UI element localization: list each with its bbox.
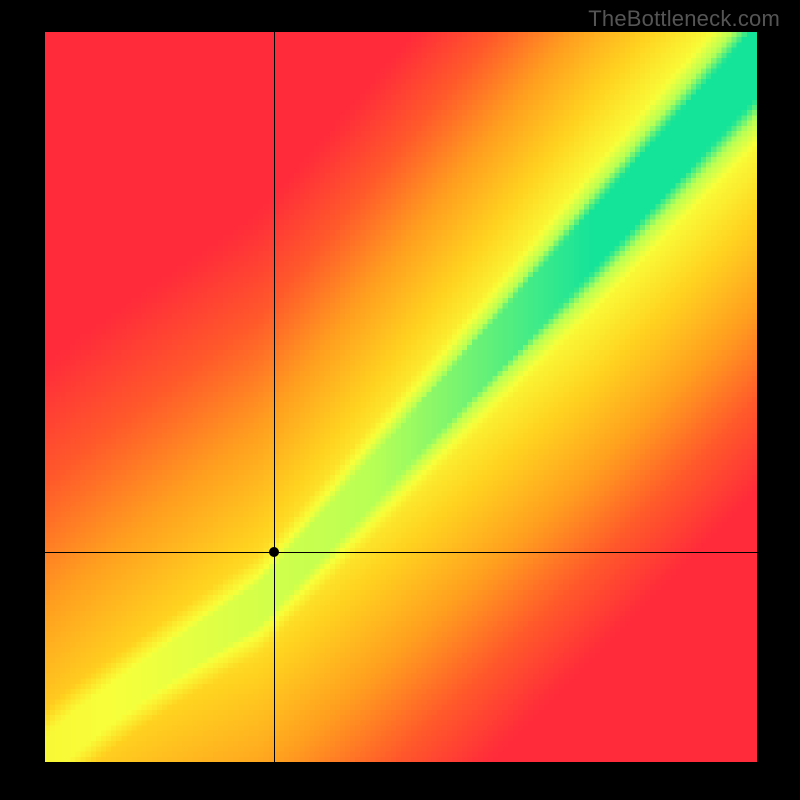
heatmap-canvas — [45, 32, 757, 762]
crosshair-vertical — [274, 32, 275, 762]
plot-area — [45, 32, 757, 762]
chart-container: TheBottleneck.com — [0, 0, 800, 800]
crosshair-horizontal — [45, 552, 757, 553]
marker-dot — [269, 547, 279, 557]
watermark-text: TheBottleneck.com — [588, 6, 780, 32]
